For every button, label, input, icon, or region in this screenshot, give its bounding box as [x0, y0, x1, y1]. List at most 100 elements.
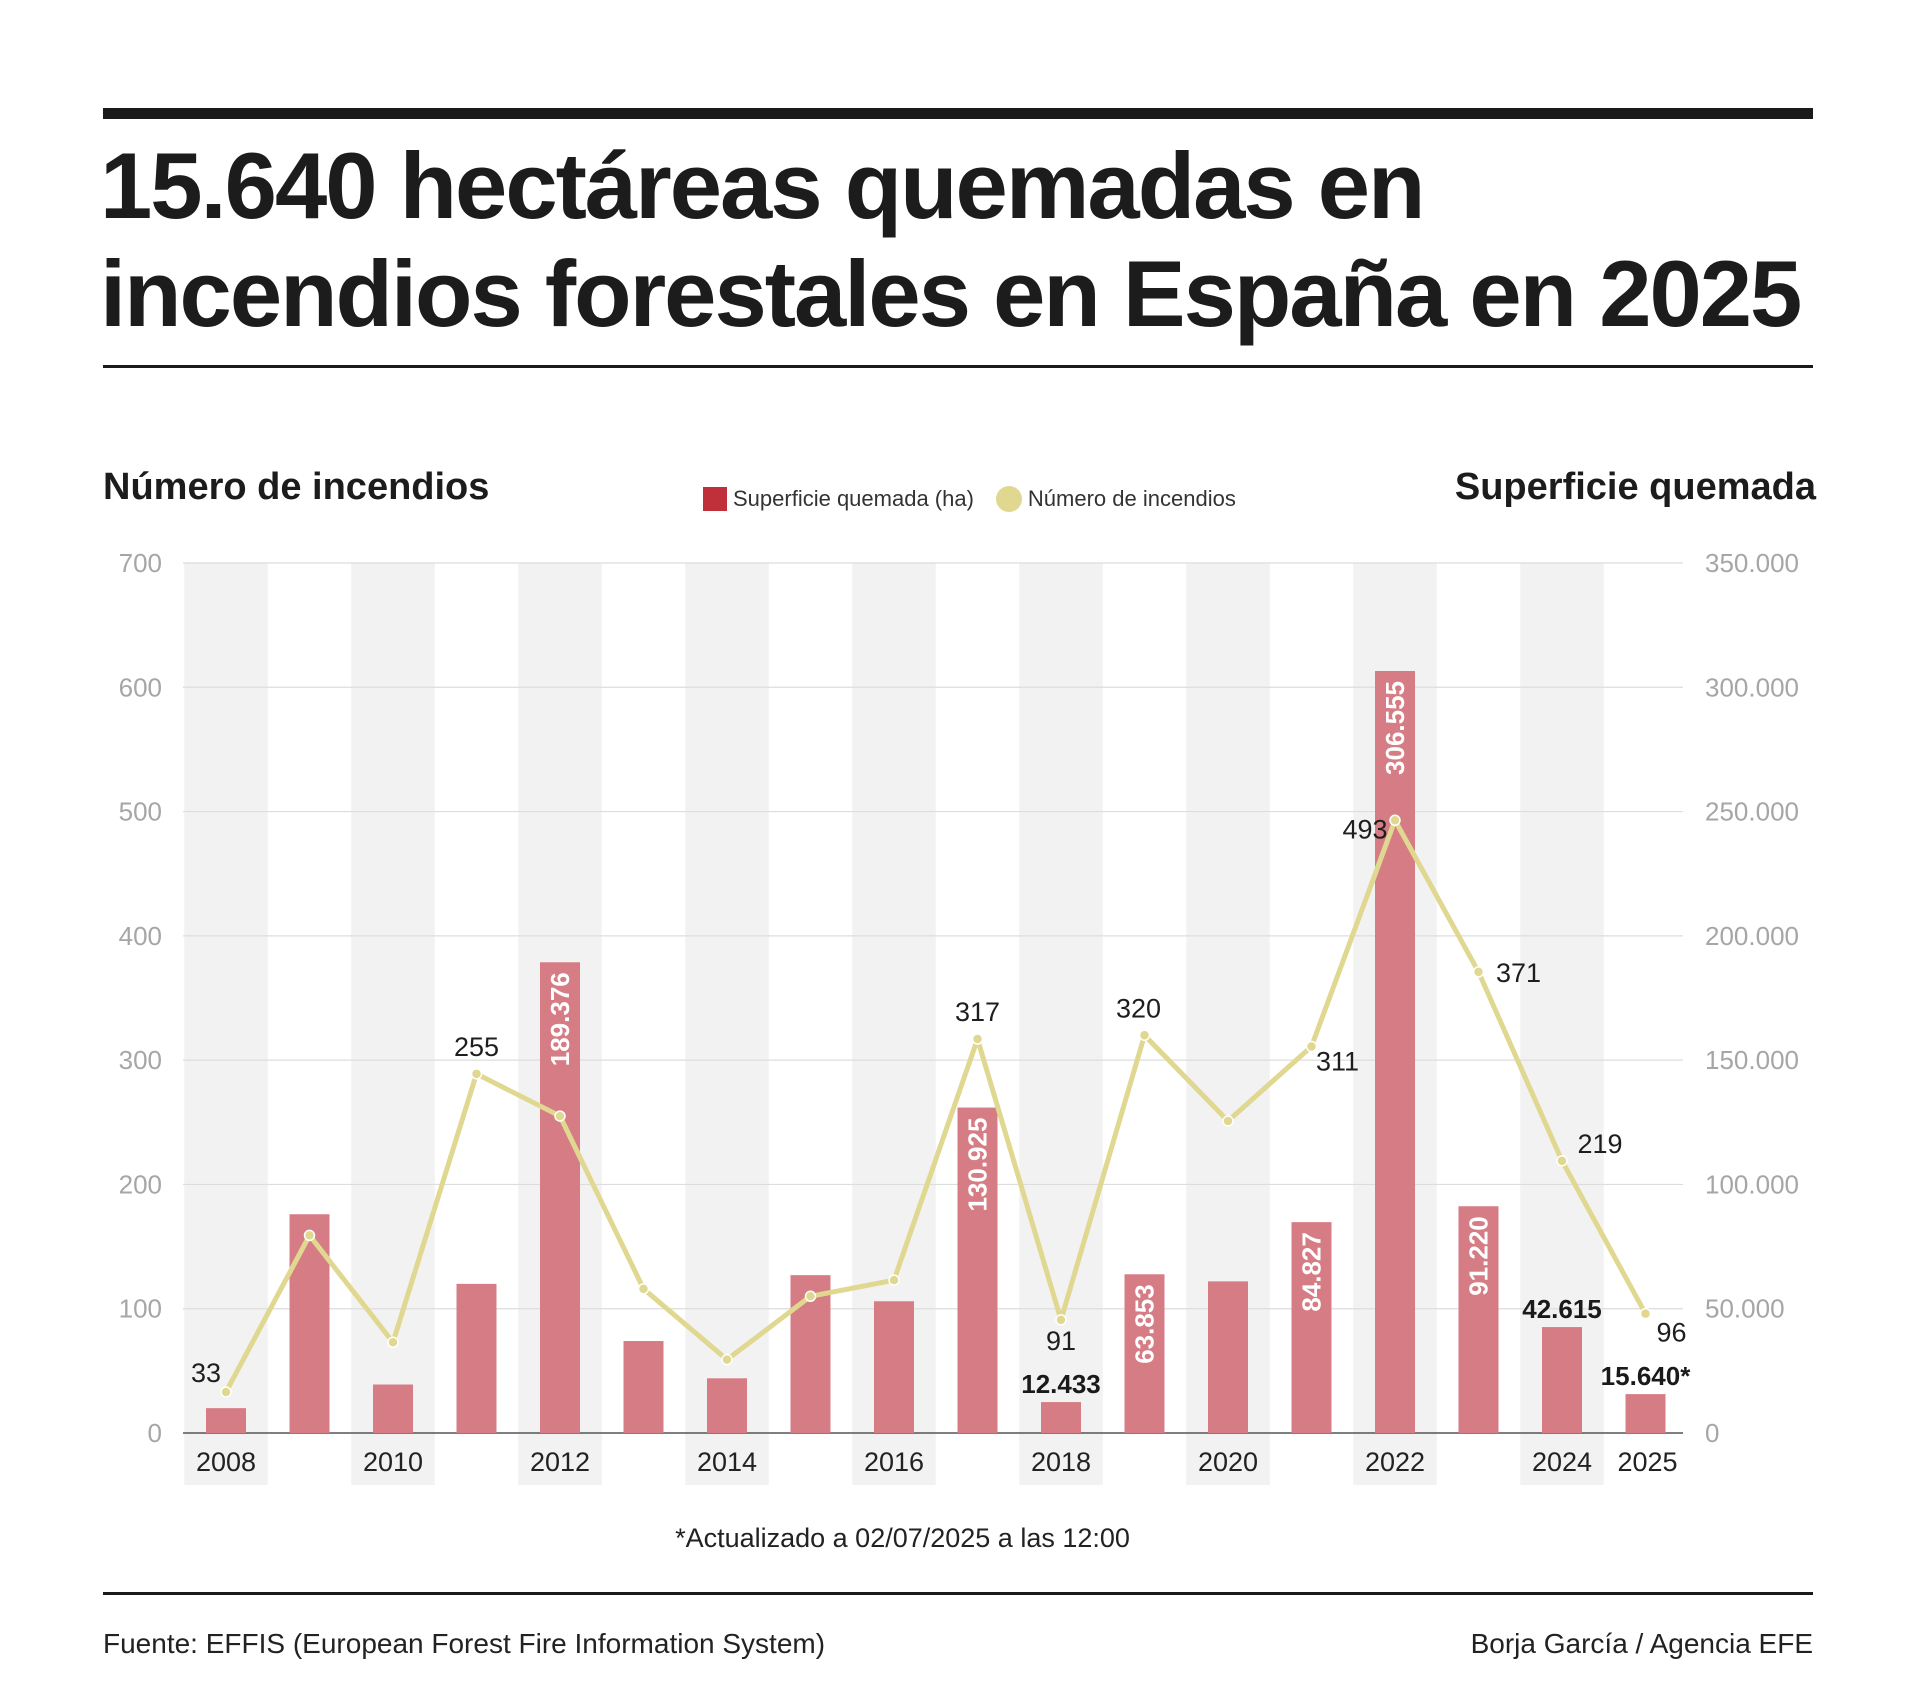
fires-point-2015	[804, 1290, 817, 1303]
bar-2008	[206, 1408, 246, 1433]
bar-2009	[289, 1214, 330, 1433]
fires-point-2011	[470, 1068, 483, 1080]
x-axis-tick: 2014	[697, 1447, 757, 1477]
fires-point-2017	[971, 1033, 984, 1045]
fires-point-2012	[554, 1110, 566, 1122]
bar-value-label: 91.220	[1464, 1216, 1494, 1296]
left-axis-tick: 200	[119, 1169, 162, 1199]
title-divider	[103, 365, 1813, 368]
bar-value-label: 189.376	[545, 972, 575, 1066]
bar-2023	[1458, 1206, 1499, 1433]
bar-2014	[707, 1378, 747, 1433]
fires-point-2024	[1556, 1155, 1568, 1167]
x-axis-tick: 2012	[530, 1447, 590, 1477]
bar-value-label: 84.827	[1297, 1232, 1327, 1312]
bar-2025	[1625, 1394, 1666, 1433]
right-axis-tick: 150.000	[1705, 1045, 1799, 1075]
bar-value-label: 130.925	[963, 1118, 993, 1212]
page-title: 15.640 hectáreas quemadas en incendios f…	[100, 133, 1802, 346]
legend-line-swatch	[995, 486, 1022, 512]
right-axis-tick: 100.000	[1705, 1169, 1799, 1199]
right-axis-tick: 50.000	[1705, 1294, 1785, 1324]
combo-chart: 0 100 200 300 400 500 600 700 0 50.000 100.000 150.…	[119, 548, 1799, 1485]
left-axis-tick: 100	[119, 1294, 162, 1324]
bar-2021	[1291, 1222, 1332, 1433]
fires-point-2013	[637, 1283, 650, 1295]
x-axis-tick: 2008	[196, 1447, 256, 1477]
fires-value-label: 33	[191, 1358, 221, 1388]
legend-bar-swatch	[703, 487, 727, 511]
legend-line-label: Número de incendios	[1027, 486, 1236, 511]
fires-point-2025	[1639, 1307, 1652, 1320]
fires-point-2018	[1055, 1314, 1067, 1326]
fires-point-2008	[220, 1386, 232, 1398]
legend-item-bars: Superficie quemada (ha)	[703, 486, 974, 512]
fires-value-label: 317	[955, 997, 1000, 1027]
bar-value-label: 63.853	[1130, 1284, 1160, 1364]
right-axis-tick: 0	[1705, 1418, 1719, 1448]
fires-value-label: 91	[1046, 1326, 1076, 1356]
bg-stripe	[1019, 563, 1103, 1485]
fires-point-2022	[1389, 814, 1401, 827]
left-axis-tick: 0	[148, 1418, 162, 1448]
x-axis-tick: 2018	[1031, 1447, 1091, 1477]
bar-2011	[456, 1283, 497, 1433]
fires-point-2020	[1222, 1115, 1234, 1127]
top-rule	[103, 108, 1813, 119]
right-axis-tick: 200.000	[1705, 921, 1799, 951]
bar-value-label: 306.555	[1380, 681, 1410, 775]
fires-point-2009	[303, 1229, 316, 1242]
bg-stripe	[184, 563, 268, 1485]
left-axis-title: Número de incendios	[103, 466, 490, 508]
fires-point-2016	[888, 1274, 900, 1286]
credit-text: Borja García / Agencia EFE	[1470, 1628, 1813, 1659]
footer-rule	[103, 1592, 1813, 1595]
right-axis-tick: 250.000	[1705, 797, 1799, 827]
fires-point-2019	[1138, 1029, 1151, 1042]
x-axis-tick: 2024	[1532, 1447, 1592, 1477]
fires-value-label: 493	[1342, 814, 1387, 844]
fires-value-label: 219	[1577, 1129, 1622, 1159]
left-axis-tick: 300	[119, 1045, 162, 1075]
fires-point-2014	[721, 1353, 733, 1366]
left-axis-tick: 500	[119, 797, 162, 827]
fires-value-label: 311	[1316, 1046, 1359, 1076]
left-axis-tick: 700	[119, 548, 162, 578]
fires-value-label: 255	[454, 1032, 499, 1062]
bar-2013	[623, 1341, 664, 1433]
bar-2018	[1041, 1402, 1081, 1433]
fires-value-label: 371	[1496, 958, 1541, 988]
x-axis-tick: 2016	[864, 1447, 924, 1477]
bar-2012	[540, 962, 580, 1433]
x-axis-tick: 2025	[1617, 1447, 1677, 1477]
right-axis-tick: 350.000	[1705, 548, 1799, 578]
bar-2019	[1124, 1274, 1165, 1433]
bar-2017	[957, 1107, 998, 1433]
bg-stripe	[685, 563, 769, 1485]
bar-2022	[1375, 670, 1415, 1433]
fires-point-2021	[1305, 1040, 1318, 1053]
bar-2010	[373, 1384, 413, 1433]
bar-value-label: 12.433	[1021, 1369, 1101, 1399]
right-axis-title: Superficie quemada	[1454, 466, 1816, 508]
x-axis-tick: 2020	[1198, 1447, 1258, 1477]
bar-value-label: 42.615	[1522, 1294, 1602, 1324]
fires-point-2023	[1472, 966, 1485, 978]
left-axis-tick: 600	[119, 672, 162, 702]
left-axis-tick: 400	[119, 921, 162, 951]
bg-stripe	[351, 563, 435, 1485]
fires-point-2010	[387, 1336, 399, 1349]
update-note: *Actualizado a 02/07/2025 a las 12:00	[675, 1523, 1130, 1553]
chart-legend: Superficie quemada (ha) Número de incend…	[703, 486, 1258, 512]
bar-2024	[1542, 1327, 1582, 1433]
x-axis-tick: 2022	[1365, 1447, 1425, 1477]
legend-item-line: Número de incendios	[995, 486, 1236, 512]
right-axis-tick: 300.000	[1705, 672, 1799, 702]
bar-2020	[1208, 1281, 1248, 1433]
fires-line	[223, 817, 1648, 1394]
source-text: Fuente: EFFIS (European Forest Fire Info…	[103, 1628, 826, 1659]
bar-2016	[874, 1301, 914, 1433]
legend-bars-label: Superficie quemada (ha)	[733, 486, 974, 511]
fires-value-label: 320	[1116, 993, 1161, 1023]
fires-value-label: 96	[1656, 1318, 1686, 1348]
